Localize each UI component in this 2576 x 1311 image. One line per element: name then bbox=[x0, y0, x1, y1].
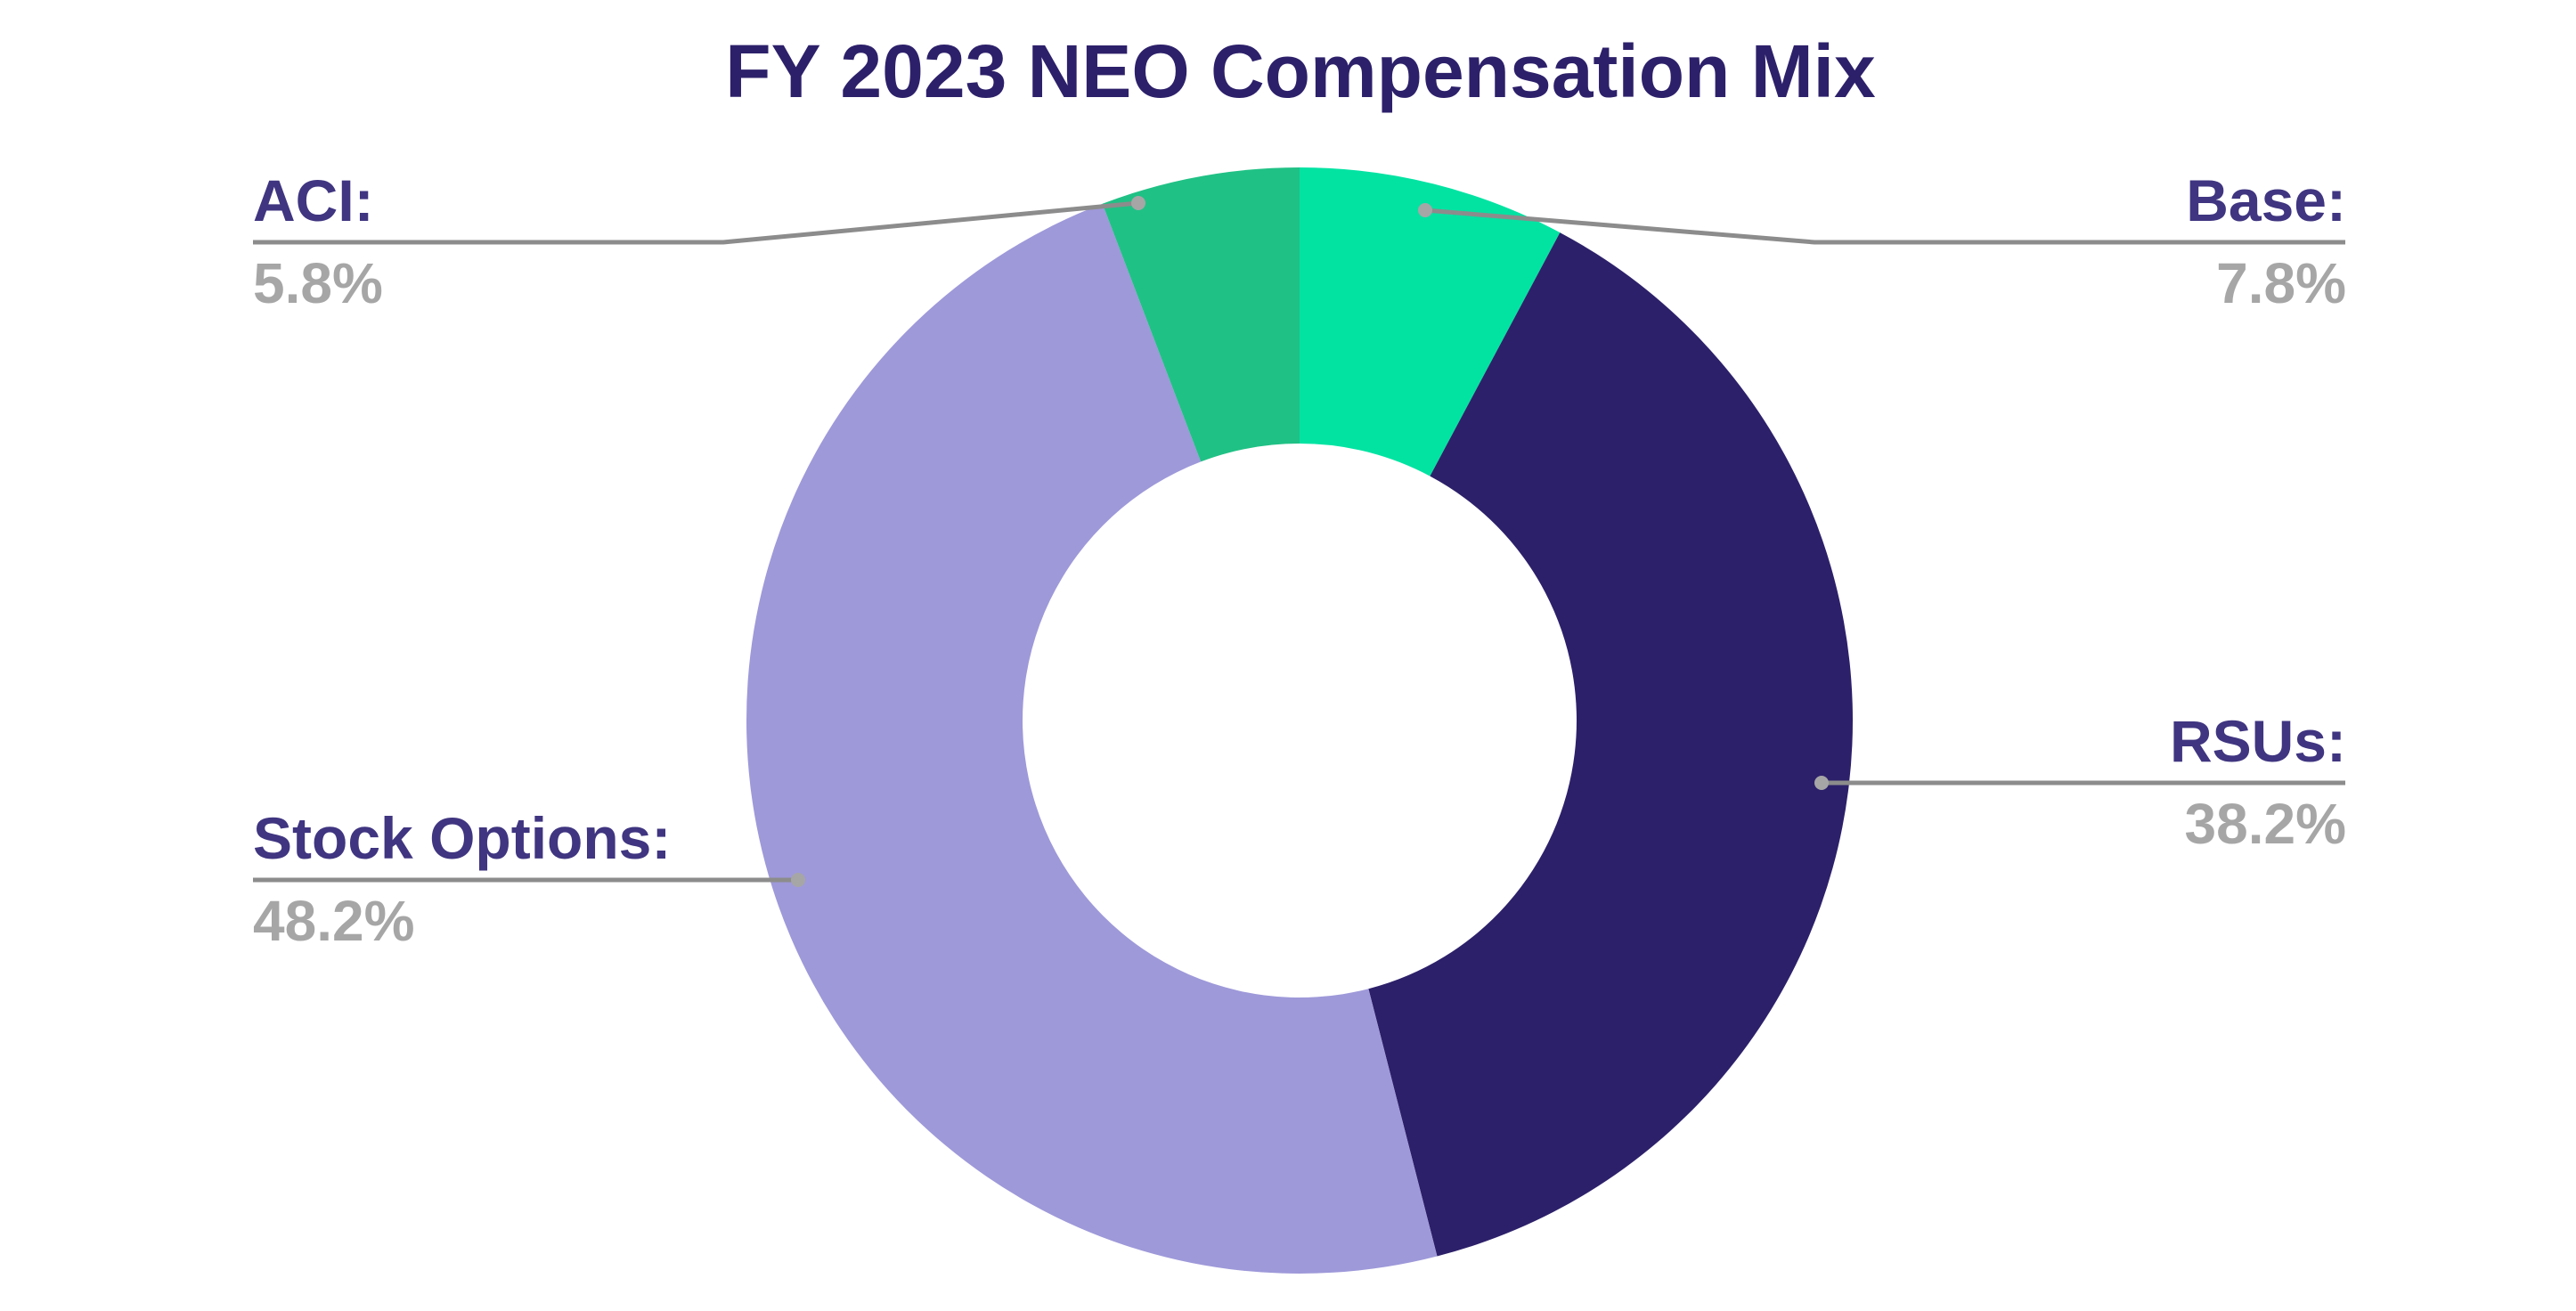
slice-stock-options bbox=[746, 203, 1438, 1274]
slice-rsus bbox=[1368, 232, 1853, 1257]
label-rsus: RSUs: bbox=[2169, 708, 2346, 774]
slice-aci bbox=[1102, 167, 1300, 462]
value-rsus: 38.2% bbox=[2184, 792, 2346, 856]
leader-lines bbox=[253, 196, 2345, 887]
leader-dot-rsus bbox=[1814, 776, 1829, 790]
value-aci: 5.8% bbox=[253, 251, 383, 315]
leader-dot-aci bbox=[1131, 196, 1145, 210]
slice-base bbox=[1300, 167, 1561, 476]
label-stock-options: Stock Options: bbox=[253, 805, 672, 871]
leader-line-base bbox=[1424, 208, 2345, 245]
donut-slices bbox=[746, 167, 1853, 1274]
leader-dot-base bbox=[1418, 203, 1432, 217]
leader-line-aci bbox=[253, 200, 1139, 245]
label-aci: ACI: bbox=[253, 167, 374, 233]
value-base: 7.8% bbox=[2216, 251, 2346, 315]
label-base: Base: bbox=[2186, 167, 2346, 233]
leader-dot-stock-options bbox=[791, 873, 805, 887]
chart-title: FY 2023 NEO Compensation Mix bbox=[725, 29, 1876, 113]
value-stock-options: 48.2% bbox=[253, 889, 415, 953]
